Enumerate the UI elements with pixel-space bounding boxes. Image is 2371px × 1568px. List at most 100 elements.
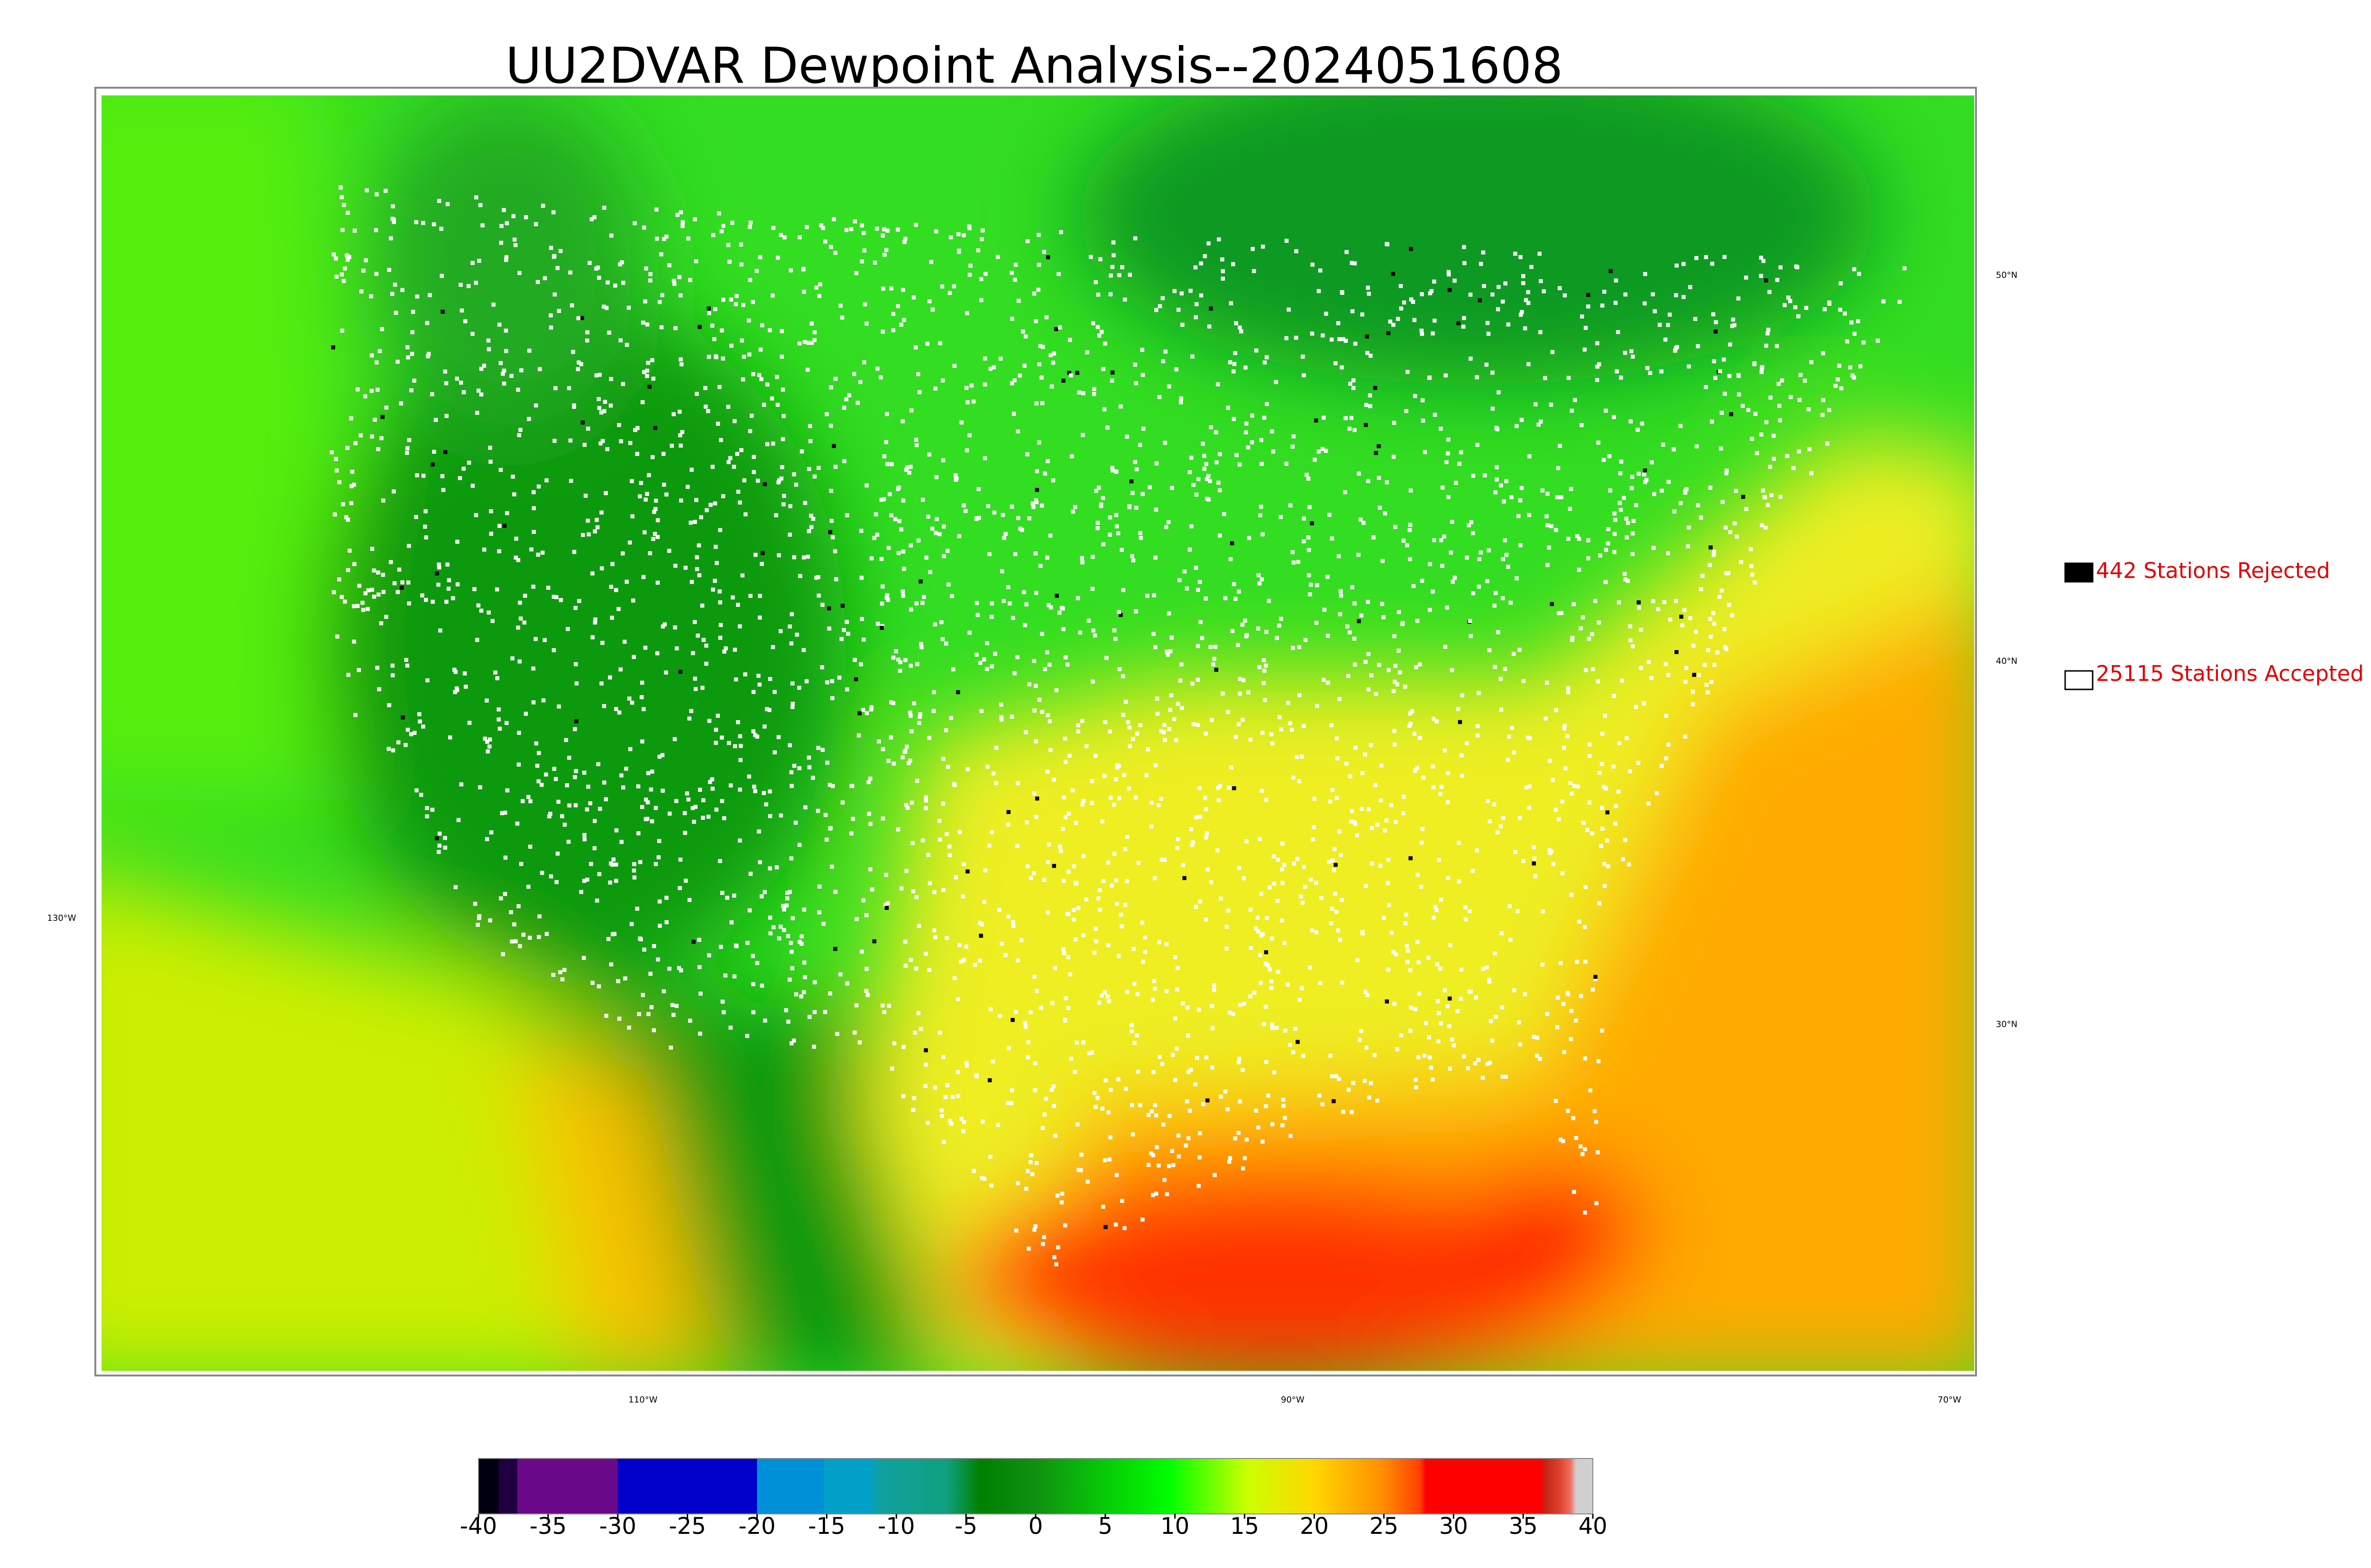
station-accepted <box>1122 1226 1127 1230</box>
station-accepted <box>853 219 857 224</box>
station-accepted <box>1506 322 1510 327</box>
station-accepted <box>1241 717 1245 722</box>
station-accepted <box>656 855 661 860</box>
station-rejected <box>872 939 877 944</box>
station-accepted <box>697 937 701 942</box>
station-accepted <box>1110 378 1114 383</box>
station-accepted <box>425 806 429 810</box>
station-accepted <box>1439 898 1443 902</box>
station-accepted <box>1107 1157 1112 1162</box>
station-accepted <box>466 284 471 288</box>
station-accepted <box>1727 374 1732 378</box>
station-accepted <box>1555 1025 1560 1029</box>
station-accepted <box>731 595 735 600</box>
station-accepted <box>765 442 770 447</box>
station-accepted <box>768 677 772 681</box>
station-accepted <box>642 947 646 952</box>
station-accepted <box>1532 856 1537 861</box>
station-accepted <box>453 885 458 889</box>
station-accepted <box>1068 972 1073 977</box>
station-accepted <box>1572 784 1577 788</box>
station-accepted <box>1612 694 1616 698</box>
station-accepted <box>655 580 660 585</box>
station-accepted <box>1392 729 1397 733</box>
station-accepted <box>566 840 571 844</box>
station-accepted <box>1521 281 1526 285</box>
station-accepted <box>1349 416 1353 420</box>
station-accepted <box>941 801 946 806</box>
station-accepted <box>901 755 905 760</box>
station-accepted <box>716 714 720 718</box>
station-accepted <box>1838 281 1843 285</box>
station-accepted <box>933 386 937 391</box>
station-accepted <box>1383 828 1387 833</box>
station-accepted <box>952 364 957 368</box>
station-accepted <box>1672 447 1676 452</box>
station-accepted <box>790 950 794 954</box>
station-accepted <box>1216 382 1220 386</box>
station-accepted <box>334 256 338 261</box>
station-accepted <box>707 311 711 315</box>
station-accepted <box>544 932 549 936</box>
station-accepted <box>1636 428 1640 432</box>
station-accepted <box>1133 795 1138 800</box>
station-accepted <box>721 224 726 228</box>
station-accepted <box>516 904 521 908</box>
station-accepted <box>959 959 963 964</box>
station-accepted <box>1343 339 1348 343</box>
station-accepted <box>1527 784 1532 789</box>
station-accepted <box>691 651 695 655</box>
station-accepted <box>649 787 653 792</box>
station-accepted <box>1330 788 1335 792</box>
station-accepted <box>1012 671 1017 676</box>
station-accepted <box>477 258 481 263</box>
station-accepted <box>1248 737 1253 742</box>
station-accepted <box>955 476 959 481</box>
station-accepted <box>1486 331 1491 336</box>
station-accepted <box>1678 501 1683 505</box>
station-accepted <box>788 743 792 748</box>
station-accepted <box>933 935 937 940</box>
station-accepted <box>1634 705 1638 709</box>
station-accepted <box>642 370 646 374</box>
station-accepted <box>1683 490 1688 495</box>
station-accepted <box>667 549 671 553</box>
station-accepted <box>929 260 934 264</box>
station-accepted <box>1452 1043 1456 1047</box>
station-accepted <box>1279 727 1283 732</box>
station-accepted <box>1646 660 1651 664</box>
station-accepted <box>1200 636 1204 640</box>
station-accepted <box>1270 1026 1275 1030</box>
station-accepted <box>1427 376 1432 380</box>
station-accepted <box>1196 723 1200 727</box>
station-accepted <box>1010 271 1014 275</box>
station-accepted <box>1445 605 1449 610</box>
station-accepted <box>524 215 528 220</box>
station-accepted <box>1409 1006 1413 1010</box>
station-accepted <box>1386 967 1390 972</box>
station-accepted <box>1604 548 1608 552</box>
station-accepted <box>999 702 1003 707</box>
station-accepted <box>781 437 785 441</box>
station-accepted <box>1066 870 1071 874</box>
station-accepted <box>1164 942 1169 946</box>
station-accepted <box>664 670 668 675</box>
station-accepted <box>650 819 654 824</box>
station-accepted <box>1027 516 1031 521</box>
station-accepted <box>1693 317 1698 321</box>
station-accepted <box>1069 454 1074 458</box>
station-accepted <box>1179 662 1184 667</box>
station-accepted <box>800 449 804 454</box>
station-accepted <box>793 820 798 825</box>
station-accepted <box>738 758 743 762</box>
station-accepted <box>707 355 711 359</box>
station-accepted <box>1155 1145 1159 1149</box>
station-accepted <box>1223 596 1228 600</box>
station-accepted <box>1623 292 1627 297</box>
station-accepted <box>1040 345 1045 349</box>
station-accepted <box>1002 599 1006 603</box>
station-accepted <box>838 972 843 977</box>
station-accepted <box>757 682 762 687</box>
station-accepted <box>912 701 916 706</box>
station-accepted <box>652 532 657 536</box>
